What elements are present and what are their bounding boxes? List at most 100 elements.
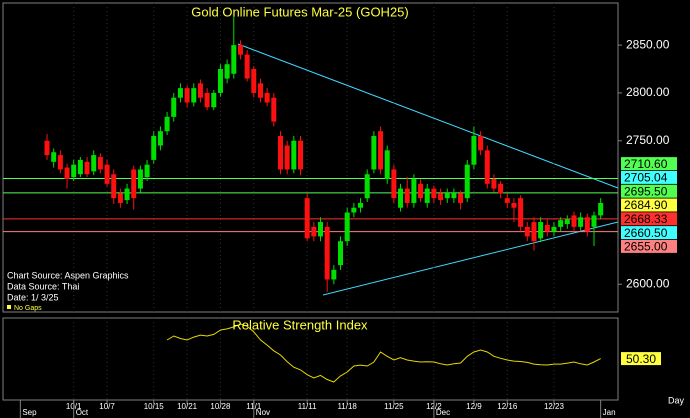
level-box [621, 170, 677, 184]
candle-body [458, 193, 464, 203]
candle-body [97, 157, 103, 170]
candle-body [504, 198, 510, 203]
level-box [621, 226, 677, 240]
candle-body [378, 131, 384, 170]
candle-body [551, 226, 557, 232]
candle-body [571, 215, 577, 227]
candle-body [91, 155, 97, 172]
candle-body [277, 135, 283, 170]
candle-body [451, 193, 457, 199]
x-tick-label: 11/18 [337, 402, 357, 411]
candle-body [598, 202, 604, 216]
x-tick-label: 10/28 [210, 402, 231, 411]
level-label: 2684.90 [624, 198, 668, 212]
candle-body [231, 45, 237, 74]
candle-body [351, 207, 357, 213]
candle-body [271, 97, 277, 122]
x-tick-label: 11/11 [298, 402, 317, 411]
x-tick-label: 10/15 [144, 402, 165, 411]
indicator-title: Relative Strength Index [232, 317, 368, 332]
month-tick-label: Jan [603, 408, 616, 417]
candle-body [84, 161, 90, 175]
candle-body [518, 198, 524, 227]
x-tick-label: 10/21 [177, 402, 198, 411]
candle-body [511, 202, 517, 208]
level-box [621, 212, 677, 226]
candle-body [384, 150, 390, 180]
level-label: 2660.50 [624, 226, 668, 240]
candle-body [111, 174, 117, 199]
candle-body [564, 219, 570, 224]
candle-body [211, 92, 217, 108]
candle-body [431, 188, 437, 199]
note: Data Source: Thai [7, 281, 79, 291]
candle-body [411, 179, 417, 203]
candle-body [498, 183, 504, 194]
candle-body [284, 145, 290, 170]
candle-body [124, 188, 130, 201]
candle-body [578, 217, 584, 227]
candle-body [371, 135, 377, 170]
candle-body [358, 202, 364, 208]
rsi-value-box [621, 352, 661, 366]
candle-body [444, 193, 450, 199]
candle-body [157, 131, 163, 146]
candle-body [484, 150, 490, 184]
candle-body [77, 159, 83, 175]
x-tick-label: 12/23 [544, 402, 565, 411]
candle-body [151, 135, 157, 160]
level-label: 2705.04 [624, 171, 668, 185]
candle-body [538, 222, 544, 239]
candle-body [177, 88, 183, 98]
level-label: 2695.50 [624, 184, 668, 198]
x-tick-label: 12/9 [466, 402, 482, 411]
chart-title: Gold Online Futures Mar-25 (GOH25) [191, 4, 408, 19]
candle-body [117, 193, 123, 203]
candle-body [338, 241, 344, 266]
candle-body [438, 193, 444, 201]
month-tick-label: Dec [436, 408, 450, 417]
candle-body [237, 45, 243, 55]
candle-body [464, 164, 470, 199]
candle-body [204, 92, 210, 108]
candle-body [364, 174, 370, 199]
level-box [621, 198, 677, 212]
candle-body [591, 215, 597, 227]
level-label: 2668.33 [624, 212, 668, 226]
candle-body [311, 226, 317, 237]
candle-body [331, 269, 337, 280]
x-tick-label: 12/16 [497, 402, 518, 411]
candle-body [418, 183, 424, 199]
candle-body [558, 220, 564, 227]
candle-body [64, 167, 70, 180]
y-tick-label: 2850.00 [626, 37, 670, 51]
candle-body [478, 135, 484, 151]
level-label: 2655.00 [624, 240, 668, 254]
y-tick-label: 2600.00 [626, 276, 670, 290]
price-frame [2, 2, 619, 313]
trendline [322, 221, 619, 296]
candle-body [264, 92, 270, 103]
candle-body [44, 140, 50, 156]
candle-body [217, 69, 223, 93]
level-label: 2710.60 [624, 157, 668, 171]
trendline [237, 43, 619, 189]
level-box [621, 184, 677, 198]
candle-body [304, 198, 310, 239]
note-marker [7, 305, 11, 309]
candle-body [131, 169, 137, 199]
rsi-line [166, 323, 601, 383]
x-tick-label: 10/7 [99, 402, 115, 411]
level-box [621, 157, 677, 171]
period: Day [668, 395, 685, 405]
candle-body [524, 226, 530, 237]
candle-body [324, 226, 330, 280]
candle-body [191, 88, 197, 103]
candle-body [164, 116, 170, 132]
candle-body [318, 222, 324, 237]
y-tick-label: 2750.00 [626, 133, 670, 147]
candle-body [584, 217, 590, 232]
candle-body [57, 155, 63, 170]
